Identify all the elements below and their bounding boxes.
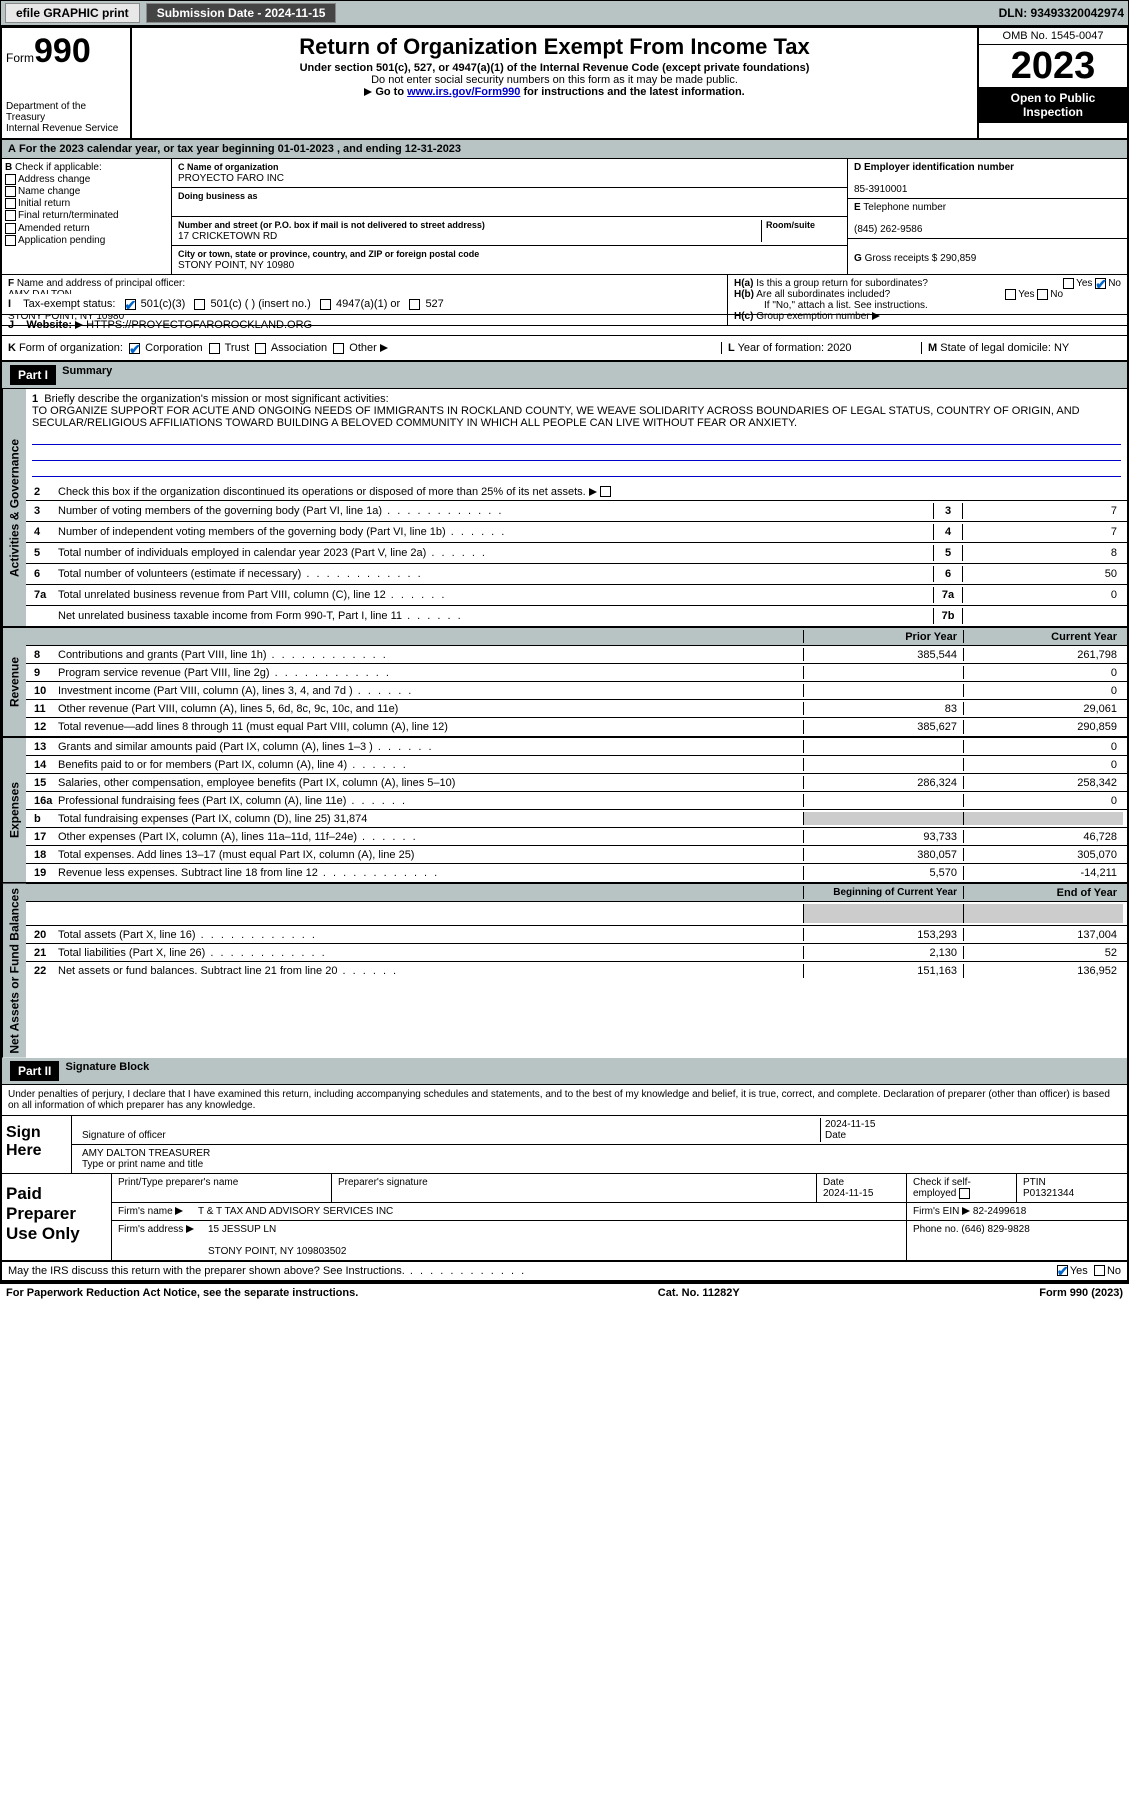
check-address-change[interactable]: Address change bbox=[5, 174, 168, 185]
check-final-return[interactable]: Final return/terminated bbox=[5, 210, 168, 221]
side-revenue: Revenue bbox=[2, 628, 26, 736]
check-501c3[interactable] bbox=[125, 299, 136, 310]
c20: 137,004 bbox=[963, 928, 1123, 941]
tax-year: 2023 bbox=[979, 45, 1127, 87]
side-netassets: Net Assets or Fund Balances bbox=[2, 884, 26, 1058]
efile-button[interactable]: efile GRAPHIC print bbox=[5, 3, 140, 23]
ein-value: 85-3910001 bbox=[854, 184, 907, 195]
p17: 93,733 bbox=[803, 830, 963, 843]
side-expenses: Expenses bbox=[2, 738, 26, 882]
prep-date: 2024-11-15 bbox=[823, 1188, 873, 1199]
c15: 258,342 bbox=[963, 776, 1123, 789]
discuss-no[interactable] bbox=[1094, 1265, 1105, 1276]
firm-name: T & T TAX AND ADVISORY SERVICES INC bbox=[198, 1206, 393, 1217]
side-governance: Activities & Governance bbox=[2, 389, 26, 626]
v3: 7 bbox=[963, 503, 1123, 519]
dln-label: DLN: 93493320042974 bbox=[999, 6, 1124, 20]
c8: 261,798 bbox=[963, 648, 1123, 661]
section-b-row: B Check if applicable: Address change Na… bbox=[2, 159, 1127, 275]
c13: 0 bbox=[963, 740, 1123, 753]
c16a: 0 bbox=[963, 794, 1123, 807]
ptin-value: P01321344 bbox=[1023, 1188, 1074, 1199]
p19: 5,570 bbox=[803, 866, 963, 880]
dept-treasury: Department of the Treasury bbox=[6, 101, 126, 123]
top-toolbar: efile GRAPHIC print Submission Date - 20… bbox=[0, 0, 1129, 26]
p15: 286,324 bbox=[803, 776, 963, 789]
goto-post: for instructions and the latest informat… bbox=[520, 86, 744, 98]
check-app-pending[interactable]: Application pending bbox=[5, 235, 168, 246]
c18: 305,070 bbox=[963, 848, 1123, 861]
signer-name: AMY DALTON TREASURER bbox=[82, 1148, 210, 1159]
gross-receipts: 290,859 bbox=[940, 253, 976, 264]
omb-number: OMB No. 1545-0047 bbox=[979, 28, 1127, 45]
public-inspection: Open to Public Inspection bbox=[979, 87, 1127, 123]
c21: 52 bbox=[963, 946, 1123, 959]
page-footer: For Paperwork Reduction Act Notice, see … bbox=[0, 1284, 1129, 1302]
p21: 2,130 bbox=[803, 946, 963, 959]
mission-text: TO ORGANIZE SUPPORT FOR ACUTE AND ONGOIN… bbox=[32, 405, 1080, 429]
form-title: Return of Organization Exempt From Incom… bbox=[136, 34, 973, 60]
submission-date: Submission Date - 2024-11-15 bbox=[146, 3, 337, 23]
irs-link[interactable]: www.irs.gov/Form990 bbox=[407, 86, 520, 98]
firm-ein: 82-2499618 bbox=[973, 1206, 1026, 1217]
part2-header: Part II Signature Block bbox=[2, 1058, 1127, 1085]
discuss-row: May the IRS discuss this return with the… bbox=[2, 1262, 1127, 1282]
org-name: PROYECTO FARO INC bbox=[178, 173, 284, 184]
firm-phone: (646) 829-9828 bbox=[961, 1224, 1029, 1235]
c12: 290,859 bbox=[963, 720, 1123, 734]
check-name-change[interactable]: Name change bbox=[5, 186, 168, 197]
firm-addr1: 15 JESSUP LN bbox=[208, 1224, 276, 1235]
tax-period: A For the 2023 calendar year, or tax yea… bbox=[2, 140, 1127, 159]
form-header: Form990 Department of the Treasury Inter… bbox=[2, 28, 1127, 140]
p20: 153,293 bbox=[803, 928, 963, 941]
paid-preparer-row: Paid Preparer Use Only Print/Type prepar… bbox=[2, 1174, 1127, 1262]
p11: 83 bbox=[803, 702, 963, 715]
p18: 380,057 bbox=[803, 848, 963, 861]
p12: 385,627 bbox=[803, 720, 963, 734]
year-formed: 2020 bbox=[827, 342, 851, 354]
irs-label: Internal Revenue Service bbox=[6, 123, 126, 134]
form-container: Form990 Department of the Treasury Inter… bbox=[0, 26, 1129, 1284]
sign-here-row: Sign Here Signature of officer2024-11-15… bbox=[2, 1116, 1127, 1174]
v6: 50 bbox=[963, 566, 1123, 582]
c19: -14,211 bbox=[963, 866, 1123, 880]
part1-header: Part I Summary bbox=[2, 362, 1127, 389]
c17: 46,728 bbox=[963, 830, 1123, 843]
perjury-statement: Under penalties of perjury, I declare th… bbox=[2, 1085, 1127, 1116]
domicile-state: NY bbox=[1054, 342, 1069, 354]
c10: 0 bbox=[963, 684, 1123, 697]
form-subtitle-2: Do not enter social security numbers on … bbox=[136, 74, 973, 86]
phone-value: (845) 262-9586 bbox=[854, 224, 922, 235]
c22: 136,952 bbox=[963, 964, 1123, 978]
arrow-icon bbox=[364, 88, 372, 96]
form-word: Form bbox=[6, 51, 34, 65]
check-corporation[interactable] bbox=[129, 343, 140, 354]
p22: 151,163 bbox=[803, 964, 963, 978]
goto-pre: Go to bbox=[375, 86, 407, 98]
row-k: K Form of organization: Corporation Trus… bbox=[2, 336, 1127, 362]
firm-addr2: STONY POINT, NY 109803502 bbox=[208, 1246, 346, 1257]
org-city: STONY POINT, NY 10980 bbox=[178, 260, 294, 271]
c14: 0 bbox=[963, 758, 1123, 771]
c11: 29,061 bbox=[963, 702, 1123, 715]
sign-date: 2024-11-15 bbox=[825, 1119, 875, 1130]
discuss-yes[interactable] bbox=[1057, 1265, 1068, 1276]
v4: 7 bbox=[963, 524, 1123, 540]
check-initial-return[interactable]: Initial return bbox=[5, 198, 168, 209]
v7a: 0 bbox=[963, 587, 1123, 603]
org-address: 17 CRICKETOWN RD bbox=[178, 231, 277, 242]
form-number: 990 bbox=[34, 32, 91, 70]
p8: 385,544 bbox=[803, 648, 963, 661]
form-subtitle-1: Under section 501(c), 527, or 4947(a)(1)… bbox=[136, 62, 973, 74]
website-url[interactable]: HTTPS://PROYECTOFAROROCKLAND.ORG bbox=[86, 319, 312, 331]
check-amended[interactable]: Amended return bbox=[5, 223, 168, 234]
c9: 0 bbox=[963, 666, 1123, 679]
v7b bbox=[963, 608, 1123, 624]
v5: 8 bbox=[963, 545, 1123, 561]
